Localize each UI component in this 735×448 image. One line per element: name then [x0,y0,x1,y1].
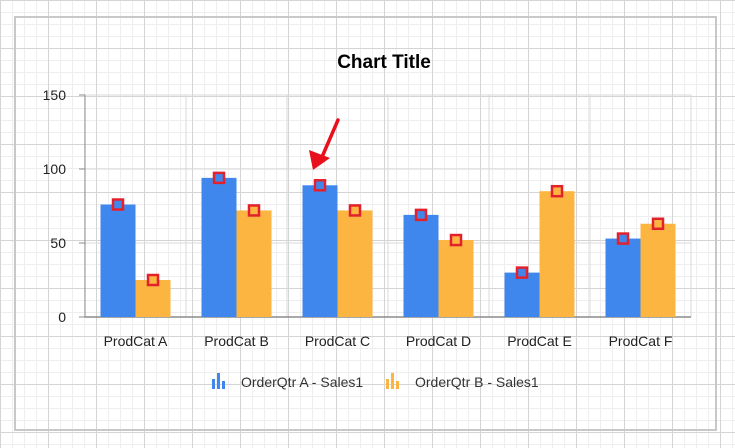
x-tick-label: ProdCat D [406,333,471,349]
legend-label: OrderQtr B - Sales1 [415,374,539,390]
data-marker [247,204,261,217]
bar-b-5[interactable] [539,191,575,317]
column-chart-icon [212,373,225,389]
legend-icon-bar [391,373,394,389]
legend-icon-bar [212,379,215,389]
data-marker [414,208,428,222]
markers [111,171,665,287]
x-tick-label: ProdCat C [305,333,370,349]
data-marker [111,198,125,211]
legend-item-a[interactable]: OrderQtr A - Sales1 [212,373,363,390]
data-marker [146,273,160,287]
legend-icon-bar [396,381,399,389]
data-marker [550,184,564,198]
arrow-head [309,150,330,170]
chart-frame[interactable] [14,16,717,431]
tick-labels: 0 50 100 150 ProdCat A ProdCat B ProdCat C Prod… [43,87,673,349]
data-marker [515,266,529,279]
axes [79,94,691,318]
column-chart-icon [386,373,399,389]
y-tick-label: 150 [43,87,67,103]
bar-a-5[interactable] [504,272,540,317]
data-marker [449,233,463,247]
bar-b-6[interactable] [640,223,676,317]
bar-a-2[interactable] [201,177,237,317]
y-tick-label: 0 [58,309,66,325]
arrow-shaft [320,118,340,159]
x-tick-label: ProdCat E [507,333,572,349]
legend-icon-bar [217,373,220,389]
x-tick-label: ProdCat F [609,333,673,349]
chart-title: Chart Title [337,52,431,73]
bar-a-4[interactable] [403,214,439,317]
bar-a-6[interactable] [605,238,641,317]
x-tick-label: ProdCat A [104,333,168,349]
y-tick-label: 100 [43,161,67,177]
data-marker [212,171,226,185]
bar-b-2[interactable] [236,210,272,317]
bar-a-1[interactable] [100,204,136,317]
bar-a-3[interactable] [302,185,338,317]
data-marker [313,179,327,192]
legend-label: OrderQtr A - Sales1 [241,374,363,390]
legend-item-b[interactable]: OrderQtr B - Sales1 [386,373,539,390]
annotation-arrow [309,118,340,170]
legend: OrderQtr A - Sales1 OrderQtr B - Sales1 [212,373,539,390]
data-marker [348,204,362,217]
y-tick-label: 50 [50,235,66,251]
gridlines [84,94,692,318]
legend-icon-bar [222,381,225,389]
bars [100,177,676,317]
x-tick-label: ProdCat B [204,333,269,349]
bar-b-4[interactable] [438,240,474,317]
legend-icon-bar [386,379,389,389]
bar-b-3[interactable] [337,210,373,317]
data-marker [616,232,630,245]
red-arrow-icon [309,118,340,170]
data-marker [651,217,665,231]
